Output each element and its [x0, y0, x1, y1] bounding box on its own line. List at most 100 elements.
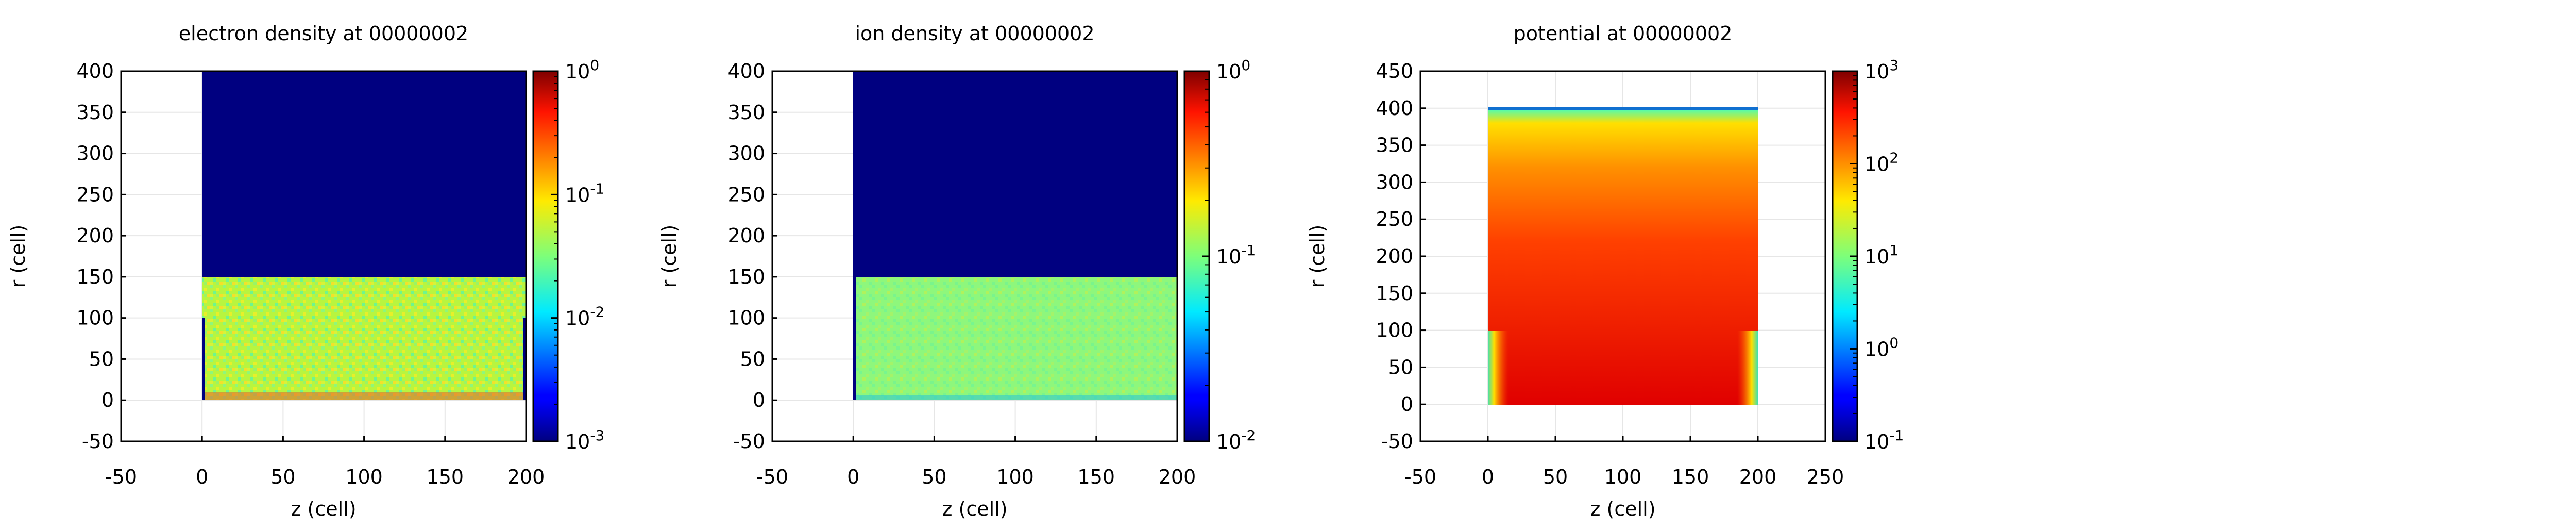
plot-border: [771, 70, 1178, 442]
y-tick-label: 150: [727, 266, 765, 288]
y-tick-label: 0: [753, 389, 765, 411]
y-tick-label: 150: [1376, 282, 1413, 305]
colorbar-tick-label: 10-2: [565, 304, 604, 330]
y-tick-label: 350: [727, 101, 765, 124]
y-tick-label: 200: [76, 224, 114, 247]
colorbar-tick-label: 101: [1865, 242, 1899, 268]
colorbar-tick-label: 102: [1865, 150, 1899, 176]
y-tick-label: -50: [733, 430, 765, 453]
x-tick-label: 150: [1672, 466, 1709, 488]
x-tick-label: 250: [1807, 466, 1844, 488]
y-ticks: -50 0 50 100 150 200 250 300 350 400: [727, 60, 777, 453]
x-tick-label: 200: [507, 466, 545, 488]
low-density-region: [853, 71, 1177, 277]
panel-potential: potential at 00000002 -50 0 50 100 150 200 250…: [1306, 22, 1904, 520]
colorbar: [532, 70, 559, 442]
plot-border: [120, 70, 527, 442]
y-tick-label: 200: [1376, 245, 1413, 268]
x-tick-label: 100: [1604, 466, 1642, 488]
y-axis-label: r (cell): [7, 225, 29, 288]
y-tick-label: 100: [727, 307, 765, 329]
colorbar-tick-label: 100: [1865, 335, 1899, 361]
y-tick-label: 300: [76, 142, 114, 165]
x-tick-label: 50: [1543, 466, 1568, 488]
left-wall: [853, 277, 856, 400]
y-tick-label: 100: [1376, 319, 1413, 342]
y-tick-label: 350: [76, 101, 114, 124]
y-axis-label: r (cell): [1306, 225, 1329, 288]
low-density-region: [202, 71, 526, 277]
left-wall: [202, 318, 205, 400]
x-tick-label: 100: [996, 466, 1034, 488]
plasma-region: [202, 277, 526, 400]
x-axis-label: z (cell): [291, 498, 356, 520]
chart-title: electron density at 00000002: [179, 22, 468, 45]
colorbar-ticks: 10-1 100 101 102 103: [1850, 57, 1904, 453]
plasma-bottom-band: [853, 395, 1177, 400]
y-tick-label: 0: [101, 389, 114, 411]
y-tick-label: 100: [76, 307, 114, 329]
y-tick-label: 400: [76, 60, 114, 82]
y-tick-label: 400: [1376, 97, 1413, 120]
y-tick-label: 250: [76, 183, 114, 206]
y-tick-label: 350: [1376, 134, 1413, 157]
x-ticks: -50 0 50 100 150 200: [105, 436, 545, 488]
y-tick-label: 50: [1388, 356, 1413, 378]
x-tick-label: 50: [922, 466, 946, 488]
x-tick-label: 0: [847, 466, 859, 488]
x-tick-label: 0: [1482, 466, 1494, 488]
x-tick-label: -50: [105, 466, 137, 488]
x-ticks: -50 0 50 100 150 200: [756, 436, 1196, 488]
x-tick-label: 50: [270, 466, 295, 488]
right-wall: [523, 318, 526, 400]
colorbar-tick-label: 103: [1865, 57, 1899, 83]
x-tick-label: 150: [1078, 466, 1115, 488]
y-tick-label: 50: [89, 348, 114, 370]
plasma-bottom-band: [202, 392, 526, 400]
x-tick-label: 100: [345, 466, 383, 488]
y-tick-label: 300: [727, 142, 765, 165]
y-tick-label: 300: [1376, 171, 1413, 193]
chart-title: potential at 00000002: [1514, 22, 1733, 45]
y-tick-label: 200: [727, 224, 765, 247]
colorbar-tick-label: 100: [1216, 57, 1250, 83]
plasma-region: [853, 277, 1177, 400]
y-tick-label: -50: [1381, 430, 1413, 453]
y-tick-label: 150: [76, 266, 114, 288]
y-axis-label: r (cell): [658, 225, 681, 288]
colorbar-tick-label: 10-1: [1216, 242, 1256, 268]
y-tick-label: 400: [727, 60, 765, 82]
potential-region: [1488, 108, 1758, 405]
panel-ion-density: ion density at 00000002 -50 0 50 100 150 200 …: [658, 22, 1256, 520]
panel-electron-density: electron density at 00000002 -50 0 50 100 15…: [7, 22, 604, 520]
y-ticks: -50 0 50 100 150 200 250 300 350 400: [76, 60, 126, 453]
potential-top-electrode: [1488, 107, 1758, 110]
y-tick-label: 0: [1401, 393, 1413, 416]
y-tick-label: 50: [740, 348, 765, 370]
colorbar-tick-label: 10-1: [565, 180, 604, 206]
x-ticks: -50 0 50 100 150 200 250: [1404, 436, 1844, 488]
y-ticks: -50 0 50 100 150 200 250 300 350 400 450: [1376, 60, 1426, 453]
y-tick-label: 250: [727, 183, 765, 206]
potential-edge-right: [1737, 331, 1758, 405]
colorbar-tick-label: 100: [565, 57, 599, 83]
x-tick-label: -50: [756, 466, 788, 488]
colorbar-tick-label: 10-3: [565, 427, 604, 453]
y-tick-label: -50: [82, 430, 114, 453]
x-tick-label: 0: [196, 466, 208, 488]
y-tick-label: 250: [1376, 208, 1413, 230]
x-axis-label: z (cell): [942, 498, 1007, 520]
colorbar-ticks: 10-2 10-1 100: [1202, 57, 1256, 453]
colorbar-ticks: 10-3 10-2 10-1 100: [551, 57, 604, 453]
x-tick-label: 200: [1739, 466, 1777, 488]
colorbar-tick-label: 10-1: [1865, 427, 1904, 453]
potential-edge-left: [1488, 331, 1509, 405]
y-tick-label: 450: [1376, 60, 1413, 82]
colorbar-tick-label: 10-2: [1216, 427, 1256, 453]
x-tick-label: 200: [1159, 466, 1196, 488]
x-axis-label: z (cell): [1590, 498, 1655, 520]
x-tick-label: -50: [1404, 466, 1436, 488]
chart-title: ion density at 00000002: [855, 22, 1094, 45]
x-tick-label: 150: [427, 466, 464, 488]
